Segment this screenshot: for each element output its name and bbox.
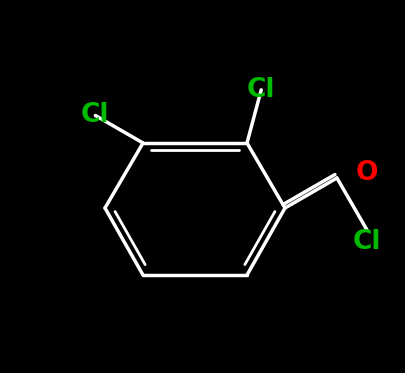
Text: Cl: Cl [246, 77, 275, 103]
Text: O: O [355, 160, 377, 186]
Text: Cl: Cl [352, 229, 380, 255]
Text: Cl: Cl [81, 103, 109, 129]
